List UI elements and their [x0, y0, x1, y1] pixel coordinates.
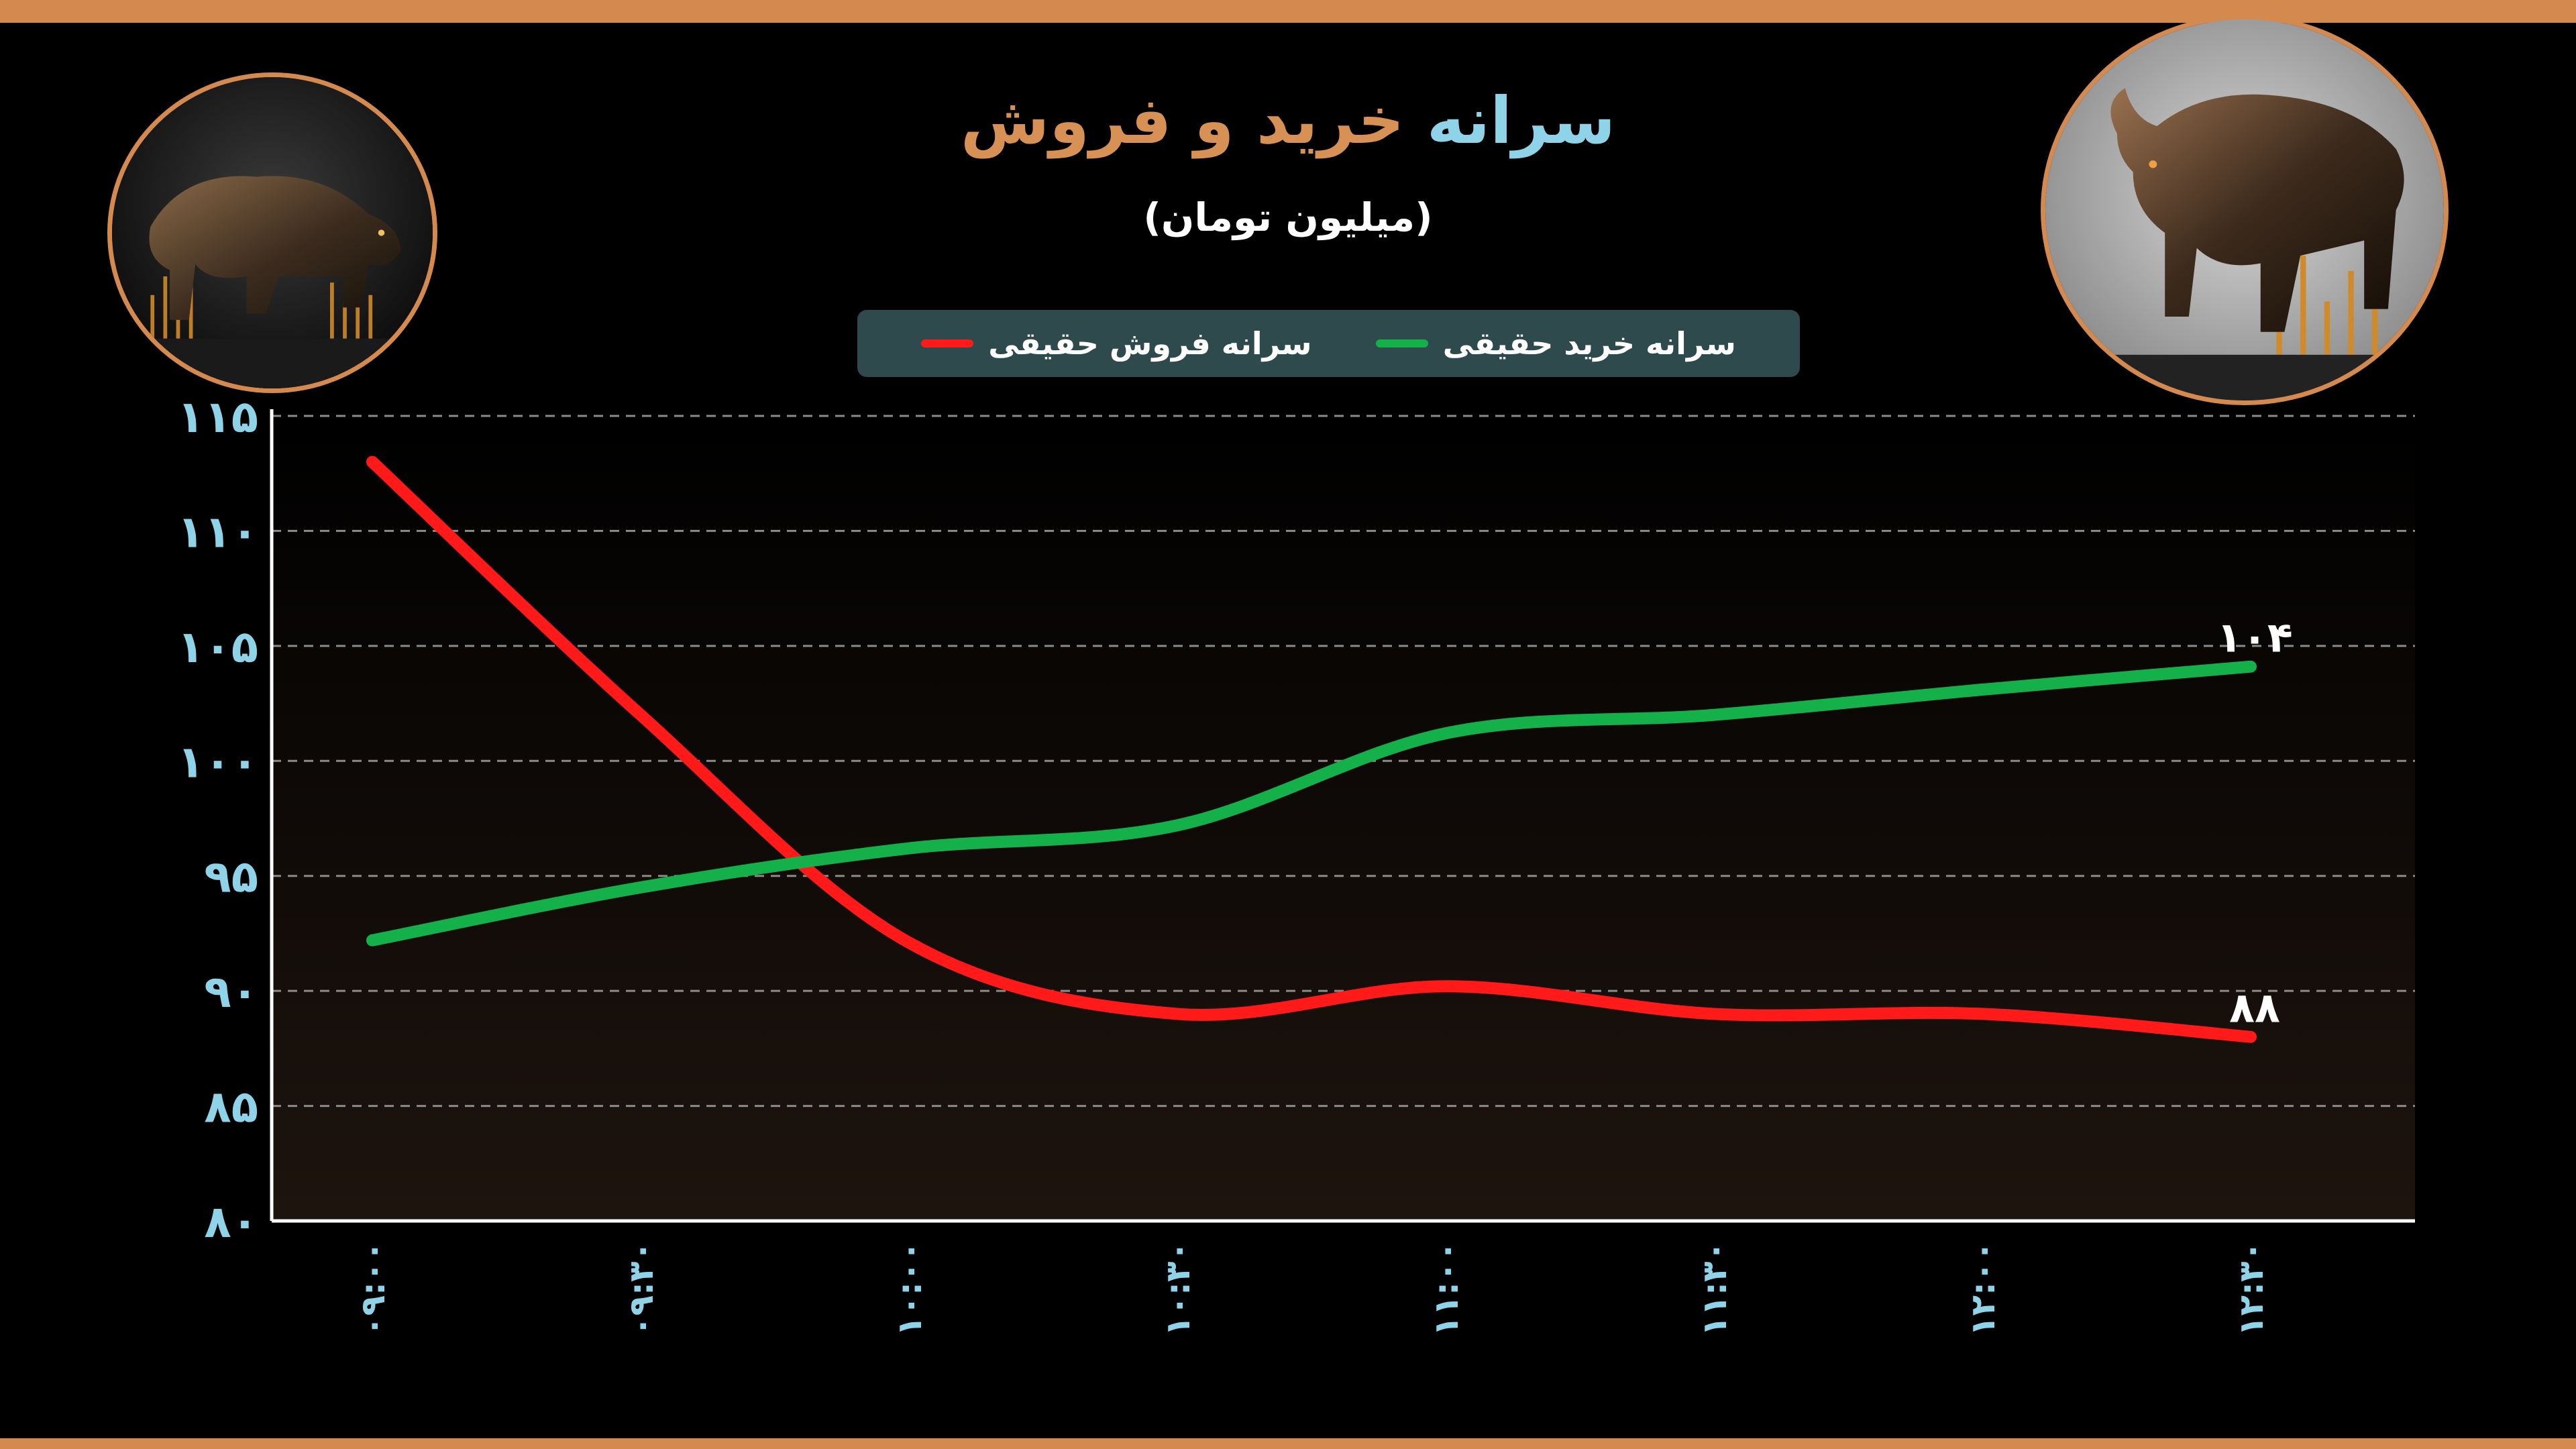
legend-label-sell: سرانه فروش حقیقی: [988, 325, 1312, 362]
series-line-1: [366, 660, 2257, 947]
y-tick-90: ۹۰: [204, 966, 258, 1018]
gridlines: [272, 415, 2415, 1108]
x-tick-6: ۱۲:۰۰: [1964, 1241, 2002, 1336]
x-tick-3: ۱۰:۳۰: [1159, 1241, 1197, 1336]
chart-title-blue: سرانه: [1426, 83, 1616, 158]
y-tick-105: ۱۰۵: [177, 621, 258, 673]
y-tick-115: ۱۱۵: [177, 391, 258, 443]
axes: [270, 409, 2415, 1223]
y-tick-80: ۸۰: [204, 1196, 258, 1248]
x-tick-4: ۱۱:۰۰: [1427, 1241, 1466, 1336]
y-tick-85: ۸۵: [204, 1081, 258, 1133]
end-label-0: ۸۸: [2229, 983, 2280, 1032]
legend-swatch-sell: [921, 339, 974, 347]
legend-item-sell: سرانه فروش حقیقی: [921, 325, 1312, 362]
y-tick-labels: ۸۰ ۸۵ ۹۰ ۹۵ ۱۰۰ ۱۰۵ ۱۱۰ ۱۱۵: [177, 391, 258, 1248]
series-lines: [366, 455, 2257, 1043]
x-tick-5: ۱۱:۳۰: [1695, 1241, 1734, 1336]
y-tick-95: ۹۵: [204, 851, 258, 903]
series-line-0: [366, 455, 2257, 1043]
top-border: [0, 0, 2576, 23]
legend-label-buy: سرانه خرید حقیقی: [1442, 325, 1736, 362]
bottom-border: [0, 1438, 2576, 1449]
x-tick-labels: ۰۹:۰۰ ۰۹:۳۰ ۱۰:۰۰ ۱۰:۳۰ ۱۱:۰۰ ۱۱:۳۰ ۱۲:۰۰ ۱۲:۳۰: [354, 1241, 2271, 1336]
legend-swatch-buy: [1375, 339, 1428, 347]
plot-area: [272, 416, 2415, 1221]
chart-title-orange: خرید و فروش: [960, 83, 1405, 158]
x-tick-0: ۰۹:۰۰: [354, 1241, 392, 1336]
chart-title: سرانه خرید و فروش: [0, 83, 2576, 158]
y-tick-100: ۱۰۰: [177, 736, 258, 788]
x-tick-7: ۱۲:۳۰: [2232, 1241, 2271, 1336]
chart-subtitle: (میلیون تومان): [1143, 195, 1433, 240]
x-tick-2: ۱۰:۰۰: [890, 1241, 929, 1336]
legend: سرانه فروش حقیقی سرانه خرید حقیقی: [857, 310, 1800, 377]
legend-item-buy: سرانه خرید حقیقی: [1375, 325, 1736, 362]
y-tick-110: ۱۱۰: [177, 506, 258, 557]
bear-medallion: [107, 72, 437, 393]
end-label-1: ۱۰۴: [2216, 613, 2293, 662]
x-tick-1: ۰۹:۳۰: [622, 1241, 661, 1336]
end-labels: ۸۸ ۱۰۴: [2216, 613, 2293, 1032]
